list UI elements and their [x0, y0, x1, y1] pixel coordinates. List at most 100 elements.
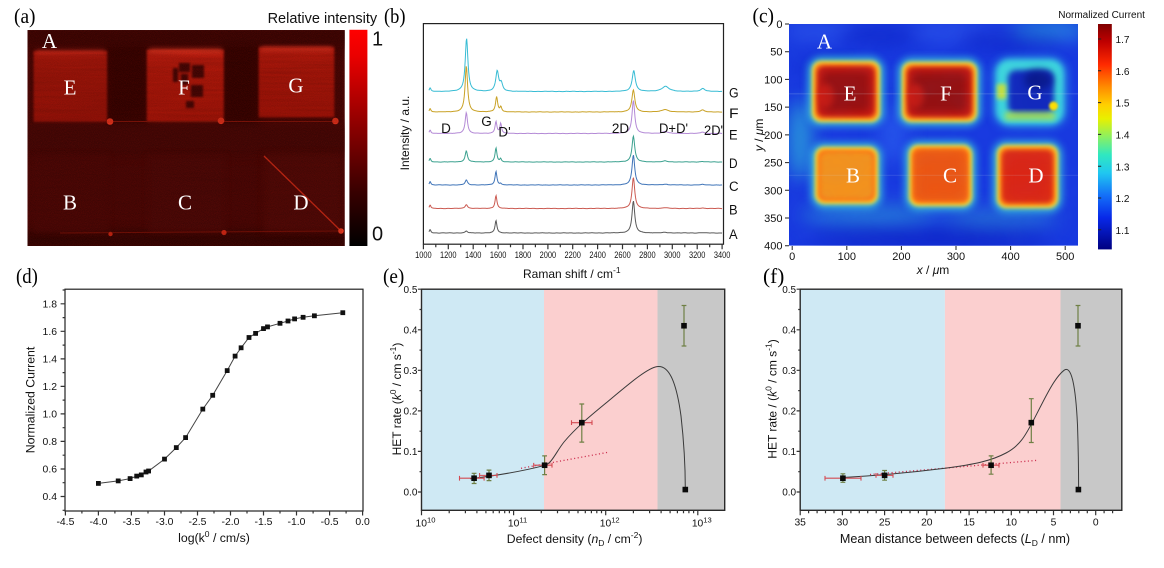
svg-text:2600: 2600 — [614, 250, 631, 260]
svg-text:100: 100 — [838, 251, 856, 263]
svg-text:C: C — [943, 163, 957, 187]
svg-text:E: E — [844, 81, 857, 105]
svg-text:HET rate / (k0 / cm s-1): HET rate / (k0 / cm s-1) — [764, 339, 780, 458]
svg-text:-4.0: -4.0 — [89, 517, 107, 528]
svg-text:0.5: 0.5 — [403, 285, 417, 296]
svg-text:20: 20 — [921, 518, 933, 529]
svg-text:2400: 2400 — [589, 250, 606, 260]
svg-text:E: E — [729, 128, 738, 143]
svg-text:1.4: 1.4 — [43, 355, 58, 366]
svg-text:-2.5: -2.5 — [189, 517, 207, 528]
svg-text:1000: 1000 — [415, 250, 432, 260]
svg-text:300: 300 — [764, 185, 782, 197]
svg-text:(b): (b) — [384, 4, 406, 28]
svg-text:Mean distance between defects: Mean distance between defects (LD / nm) — [840, 532, 1070, 548]
svg-text:F: F — [729, 106, 739, 121]
svg-text:1.8: 1.8 — [43, 299, 58, 310]
svg-text:-2.0: -2.0 — [222, 517, 240, 528]
svg-text:10: 10 — [1006, 518, 1018, 529]
svg-text:C: C — [178, 190, 192, 214]
svg-text:0.3: 0.3 — [403, 366, 417, 377]
svg-text:1.2: 1.2 — [43, 382, 58, 393]
svg-text:B: B — [63, 190, 77, 214]
svg-text:G: G — [1027, 80, 1042, 104]
svg-text:5: 5 — [1051, 518, 1057, 529]
svg-text:50: 50 — [770, 47, 782, 59]
svg-text:0.3: 0.3 — [782, 366, 796, 377]
svg-text:0.0: 0.0 — [355, 517, 370, 528]
svg-text:0: 0 — [789, 251, 795, 263]
svg-text:Defect density (nD / cm-2): Defect density (nD / cm-2) — [507, 530, 643, 548]
svg-text:150: 150 — [764, 102, 782, 114]
svg-text:0.4: 0.4 — [43, 492, 58, 503]
svg-text:F: F — [178, 75, 190, 99]
svg-text:0: 0 — [776, 19, 782, 31]
svg-text:(c): (c) — [753, 3, 775, 27]
svg-text:y / μm: y / μm — [752, 119, 766, 153]
svg-text:G: G — [288, 73, 303, 97]
svg-text:100: 100 — [764, 74, 782, 86]
svg-text:1.1: 1.1 — [1116, 225, 1130, 237]
svg-text:1.2: 1.2 — [1116, 193, 1130, 205]
svg-text:1400: 1400 — [465, 250, 482, 260]
svg-text:3400: 3400 — [714, 250, 731, 260]
svg-text:log(k0 / cm/s): log(k0 / cm/s) — [178, 529, 250, 545]
svg-text:1.0: 1.0 — [43, 410, 58, 421]
svg-text:Normalized Current: Normalized Current — [24, 346, 38, 453]
svg-text:0.1: 0.1 — [782, 447, 796, 458]
svg-text:0.0: 0.0 — [782, 488, 796, 499]
svg-text:1800: 1800 — [515, 250, 532, 260]
svg-text:(e): (e) — [383, 264, 404, 288]
svg-text:15: 15 — [963, 518, 975, 529]
svg-text:0.4: 0.4 — [403, 326, 417, 337]
svg-text:HET rate (k0 / cm s-1): HET rate (k0 / cm s-1) — [388, 343, 404, 456]
svg-text:500: 500 — [1056, 251, 1074, 263]
svg-text:-4.5: -4.5 — [56, 517, 74, 528]
svg-text:400: 400 — [764, 241, 782, 253]
svg-text:D: D — [729, 156, 738, 171]
svg-text:(a): (a) — [14, 4, 36, 28]
svg-text:Intensity / a.u.: Intensity / a.u. — [398, 96, 412, 171]
svg-text:-1.0: -1.0 — [288, 517, 306, 528]
svg-text:A: A — [42, 29, 58, 53]
svg-text:D: D — [441, 121, 451, 136]
svg-text:2000: 2000 — [540, 250, 557, 260]
svg-text:0.1: 0.1 — [403, 447, 417, 458]
svg-text:1.6: 1.6 — [1116, 66, 1130, 78]
svg-text:-3.0: -3.0 — [156, 517, 174, 528]
svg-text:E: E — [64, 75, 77, 99]
svg-text:A: A — [817, 29, 833, 53]
svg-text:D: D — [293, 190, 308, 214]
svg-text:B: B — [846, 163, 860, 187]
svg-text:0.8: 0.8 — [43, 437, 58, 448]
svg-text:1200: 1200 — [440, 250, 457, 260]
svg-text:250: 250 — [764, 158, 782, 170]
svg-text:1.5: 1.5 — [1116, 98, 1130, 110]
svg-text:2D: 2D — [612, 121, 630, 136]
svg-text:1.6: 1.6 — [43, 327, 58, 338]
svg-text:0: 0 — [372, 224, 383, 246]
svg-text:2800: 2800 — [639, 250, 656, 260]
svg-text:x / μm: x / μm — [916, 263, 950, 277]
svg-text:350: 350 — [764, 213, 782, 225]
svg-text:1.7: 1.7 — [1116, 34, 1130, 46]
svg-text:0: 0 — [1093, 518, 1099, 529]
svg-text:300: 300 — [947, 251, 965, 263]
svg-text:1600: 1600 — [490, 250, 507, 260]
svg-text:0.2: 0.2 — [403, 407, 417, 418]
svg-text:(f): (f) — [763, 264, 784, 288]
svg-text:1: 1 — [372, 28, 383, 50]
svg-text:400: 400 — [1001, 251, 1019, 263]
svg-text:B: B — [729, 203, 738, 218]
svg-text:Relative intensity: Relative intensity — [268, 11, 378, 27]
svg-text:0.5: 0.5 — [782, 285, 796, 296]
svg-text:0.4: 0.4 — [782, 326, 796, 337]
svg-text:2200: 2200 — [564, 250, 581, 260]
svg-text:D+D': D+D' — [659, 121, 688, 136]
svg-text:-3.5: -3.5 — [122, 517, 140, 528]
svg-text:2D': 2D' — [704, 123, 723, 138]
svg-text:3200: 3200 — [689, 250, 706, 260]
svg-text:200: 200 — [892, 251, 910, 263]
svg-text:30: 30 — [837, 518, 849, 529]
svg-text:-0.5: -0.5 — [321, 517, 339, 528]
